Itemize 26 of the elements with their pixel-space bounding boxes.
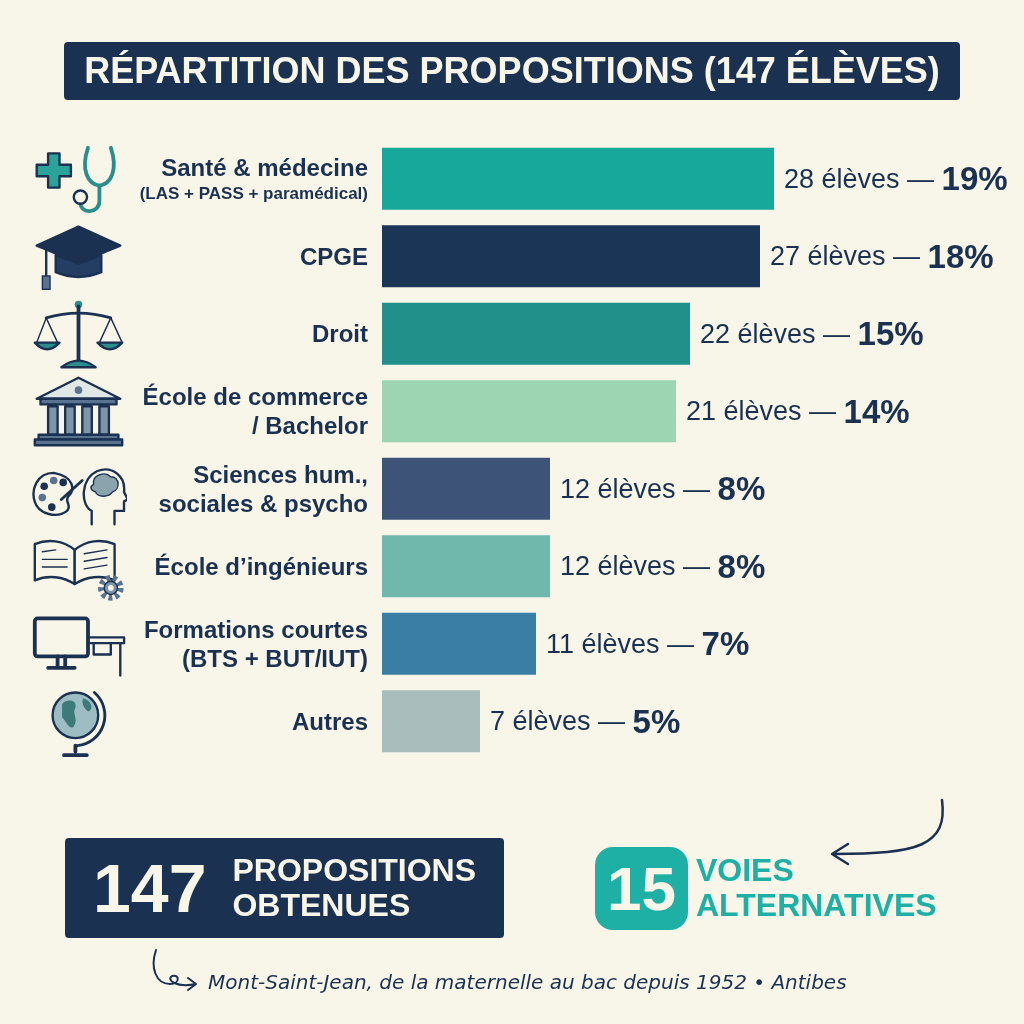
bar [382, 690, 480, 753]
y-tick-label: École d’ingénieurs [154, 552, 368, 580]
data-label: 12 élèves — 8% [560, 470, 766, 508]
y-tick-label: École de commerce / Bachelor [142, 383, 368, 440]
y-tick-label: Santé & médecine (LAS + PASS + paramédical) [139, 154, 368, 203]
bar [382, 380, 676, 443]
y-tick-label: CPGE [299, 242, 368, 270]
bar [382, 535, 550, 598]
y-tick-label: Droit [312, 320, 368, 348]
data-label: 21 élèves — 14% [686, 392, 910, 430]
data-label: 11 élèves — 7% [546, 625, 750, 663]
data-label: 27 élèves — 18% [770, 237, 994, 275]
chart-title: RÉPARTITION DES PROPOSITIONS (147 ÉLÈVES) [64, 42, 960, 100]
y-tick-label: Sciences hum., sociales & psycho [158, 460, 368, 517]
y-tick-label: Formations courtes (BTS + BUT/IUT) [143, 615, 368, 672]
data-label: 22 élèves — 15% [700, 315, 924, 353]
text: Mont-Saint-Jean, de la maternelle au bac depuis 1952 • Antibes [208, 970, 847, 994]
bar [382, 457, 550, 520]
data-label: 12 élèves — 8% [560, 547, 766, 585]
bar [382, 302, 690, 365]
y-tick-label: Autres [291, 707, 368, 735]
data-label: 28 élèves — 19% [784, 160, 1008, 198]
bar [382, 612, 536, 675]
bar [382, 225, 760, 288]
bar [382, 147, 774, 210]
data-label: 7 élèves — 5% [490, 702, 681, 740]
